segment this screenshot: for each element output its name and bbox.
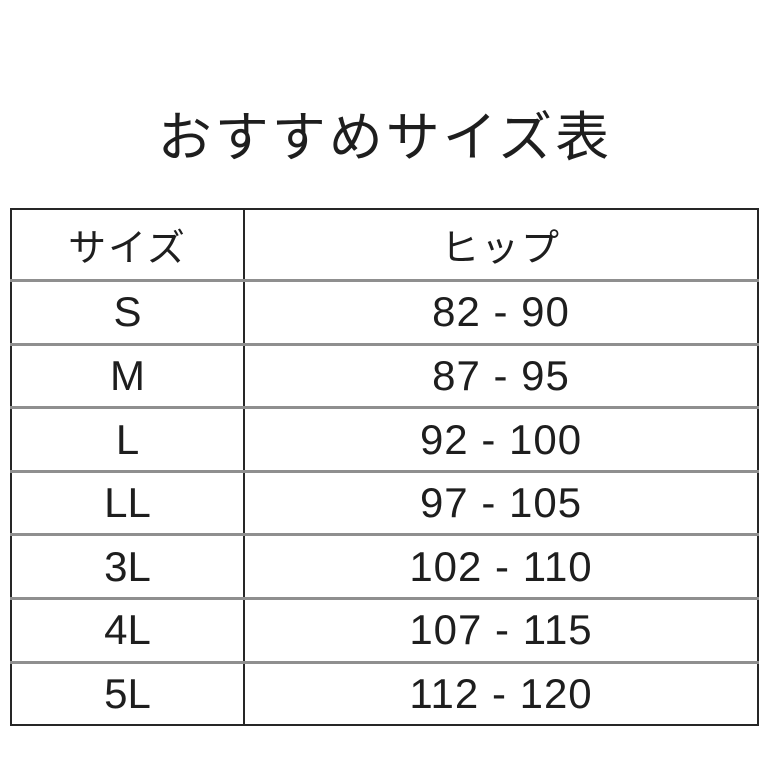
table-row: LL 97 - 105 (11, 471, 758, 537)
table-row: L 92 - 100 (11, 407, 758, 473)
table-row: 3L 102 - 110 (11, 534, 758, 600)
size-cell: M (11, 344, 245, 410)
table-row: 5L 112 - 120 (11, 662, 758, 726)
size-cell: 4L (11, 598, 245, 664)
table-row: 4L 107 - 115 (11, 598, 758, 664)
hip-cell: 97 - 105 (244, 471, 758, 537)
table-header-size: サイズ (11, 209, 245, 283)
size-cell: L (11, 407, 245, 473)
hip-cell: 102 - 110 (244, 534, 758, 600)
table-header-row: サイズ ヒップ (11, 209, 758, 283)
size-cell: 3L (11, 534, 245, 600)
table-header-hip: ヒップ (244, 209, 758, 283)
size-table: サイズ ヒップ S 82 - 90 M 87 - 95 L 92 - 100 L… (10, 208, 759, 726)
hip-cell: 112 - 120 (244, 662, 758, 726)
size-cell: LL (11, 471, 245, 537)
size-cell: S (11, 280, 245, 346)
table-row: M 87 - 95 (11, 344, 758, 410)
size-cell: 5L (11, 662, 245, 726)
hip-cell: 82 - 90 (244, 280, 758, 346)
table-row: S 82 - 90 (11, 280, 758, 346)
hip-cell: 87 - 95 (244, 344, 758, 410)
hip-cell: 107 - 115 (244, 598, 758, 664)
hip-cell: 92 - 100 (244, 407, 758, 473)
page-title: おすすめサイズ表 (157, 108, 613, 168)
